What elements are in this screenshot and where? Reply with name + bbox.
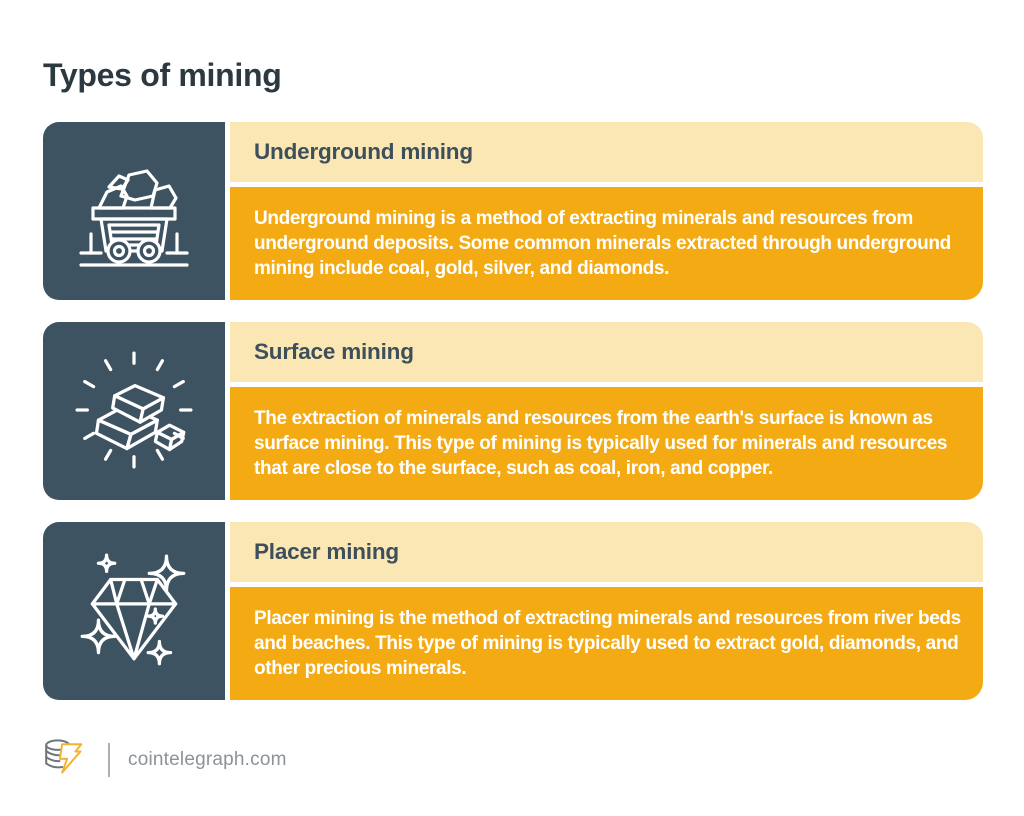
card-content: Underground mining Underground mining is…: [230, 122, 983, 300]
card-title: Underground mining: [254, 139, 473, 164]
card-content: Surface mining The extraction of mineral…: [230, 322, 983, 500]
gold-bars-icon: [43, 322, 225, 500]
diamond-icon: [43, 522, 225, 700]
card-body: The extraction of minerals and resources…: [230, 387, 983, 500]
card-header: Surface mining: [230, 322, 983, 382]
card-description: Underground mining is a method of extrac…: [254, 207, 951, 280]
card-body: Placer mining is the method of extractin…: [230, 587, 983, 700]
card-placer-mining: Placer mining Placer mining is the metho…: [43, 522, 983, 700]
card-title: Placer mining: [254, 539, 399, 564]
card-surface-mining: Surface mining The extraction of mineral…: [43, 322, 983, 500]
card-body: Underground mining is a method of extrac…: [230, 187, 983, 300]
page-title: Types of mining: [43, 57, 282, 94]
card-content: Placer mining Placer mining is the metho…: [230, 522, 983, 700]
mining-cards: Underground mining Underground mining is…: [43, 122, 983, 700]
card-description: Placer mining is the method of extractin…: [254, 607, 961, 680]
footer: cointelegraph.com: [40, 736, 287, 783]
card-header: Placer mining: [230, 522, 983, 582]
footer-site-text: cointelegraph.com: [128, 748, 287, 770]
card-underground-mining: Underground mining Underground mining is…: [43, 122, 983, 300]
card-description: The extraction of minerals and resources…: [254, 407, 948, 480]
card-header: Underground mining: [230, 122, 983, 182]
cointelegraph-logo-icon: [40, 736, 88, 783]
mine-cart-icon: [43, 122, 225, 300]
footer-divider: [108, 742, 110, 777]
card-title: Surface mining: [254, 339, 414, 364]
